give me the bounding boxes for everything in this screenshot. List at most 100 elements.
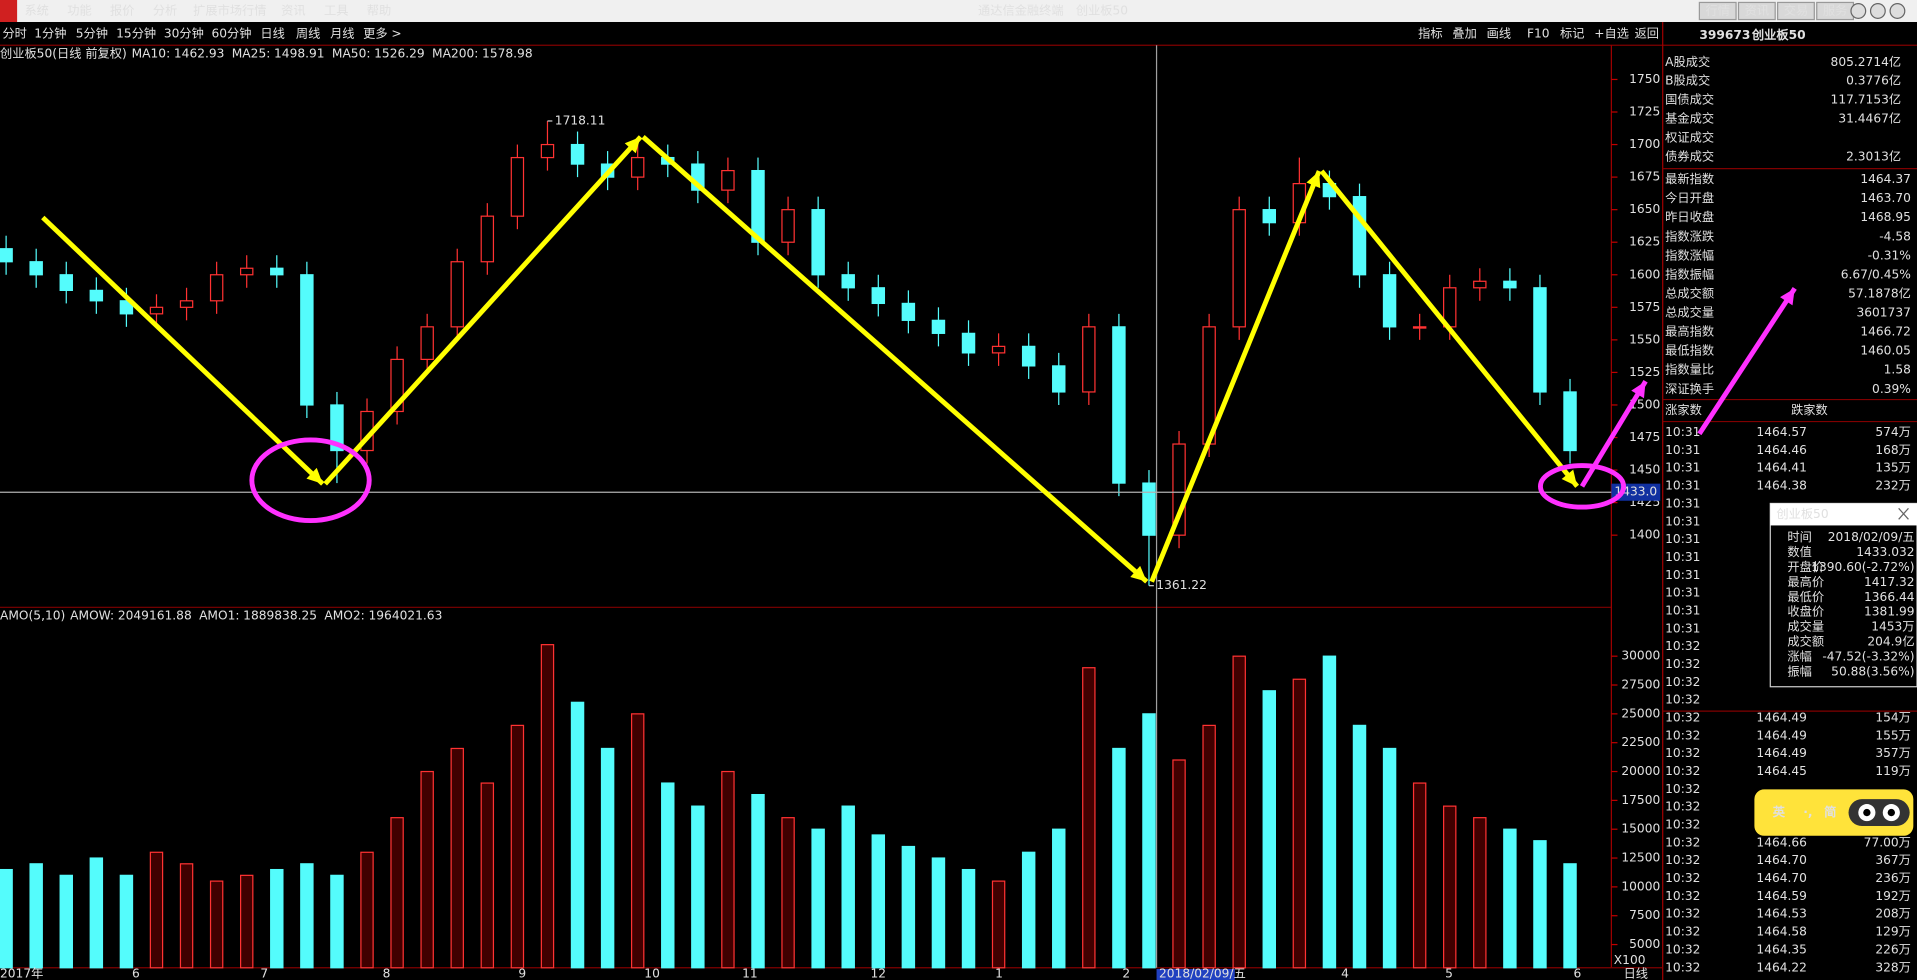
period-tab[interactable]: 日线 (260, 27, 284, 41)
candle-body (931, 319, 946, 334)
period-tab[interactable]: 60分钟 (212, 26, 252, 41)
window-control[interactable] (1850, 3, 1867, 19)
popup-close[interactable] (1898, 507, 1909, 520)
app-symbol: 创业板50 (1076, 3, 1128, 17)
top-button[interactable] (1777, 1, 1815, 21)
y-tick-label: 1725 (1629, 105, 1660, 119)
tick-time: 10:32 (1665, 960, 1700, 974)
x-tick-label: 8 (383, 966, 391, 980)
y-tick-label: 10000 (1621, 879, 1660, 893)
tool-button[interactable]: F10 (1527, 27, 1550, 41)
ime-item[interactable]: ·, (1803, 805, 1812, 819)
arrow-head (1780, 288, 1795, 306)
stat-label: 总成交额 (1665, 286, 1714, 301)
volume-bar (209, 880, 224, 969)
app-title: 通达信金融终端 (978, 2, 1064, 17)
tick-time: 10:31 (1665, 568, 1700, 582)
top-button[interactable] (1737, 1, 1776, 21)
arrow-head (624, 136, 641, 154)
period-tab[interactable]: 分时 (2, 27, 26, 41)
menu-item[interactable]: 分析 (153, 3, 177, 17)
candle-body (450, 261, 464, 328)
volume-bar (1021, 851, 1036, 969)
annotation-arrow (41, 215, 325, 486)
tool-button[interactable]: 叠加 (1452, 27, 1476, 41)
annotation-arrow (323, 135, 643, 486)
volume-bar (330, 874, 344, 969)
y-tick-label: 20000 (1621, 764, 1660, 778)
popup-value: -47.52(-3.32%) (1822, 649, 1914, 663)
volume-bar (89, 857, 104, 969)
tool-button[interactable]: 画线 (1487, 27, 1511, 41)
tick-time: 10:32 (1665, 818, 1700, 832)
tick-time: 10:32 (1665, 889, 1700, 903)
menu-item[interactable]: 工具 (324, 3, 348, 17)
top-button-label[interactable]: 行情 (1705, 3, 1729, 17)
candle-body (1503, 280, 1517, 289)
tool-button[interactable]: +自选 (1594, 27, 1629, 41)
volume-bar (1232, 655, 1246, 969)
stat-value: 6.67/0.45% (1841, 267, 1911, 281)
menu-item[interactable]: 系统 (24, 3, 48, 17)
indicator-name: AMO1: (199, 608, 239, 622)
top-button-label[interactable]: 资讯 (1745, 3, 1769, 17)
tick-volume: 232万 (1875, 479, 1911, 493)
tool-button[interactable]: 指标 (1418, 26, 1442, 41)
period-tab[interactable]: 月线 (330, 27, 354, 41)
stat-label: 最低指数 (1665, 343, 1714, 358)
stat-label: 昨日收盘 (1665, 209, 1714, 224)
quote-value: 805.2714亿 (1831, 54, 1902, 69)
tick-price: 1464.70 (1756, 871, 1807, 885)
tick-volume: 192万 (1875, 889, 1911, 903)
candle-body (480, 215, 495, 263)
tick-time: 10:31 (1665, 514, 1700, 528)
x-tick-label: 12 (870, 966, 886, 980)
period-tab[interactable]: 更多 > (363, 27, 402, 41)
y-tick-label: 1400 (1629, 528, 1660, 542)
tick-volume: 236万 (1875, 871, 1911, 885)
tool-button[interactable]: 返回 (1635, 27, 1659, 41)
arrow-head (1631, 381, 1646, 399)
menu-item[interactable]: 功能 (67, 3, 91, 17)
quote-value: 0.3776亿 (1846, 73, 1901, 88)
top-button-label[interactable]: 服务 (1823, 2, 1847, 17)
annotation-arrow (1149, 170, 1322, 583)
volume-bar (1292, 678, 1307, 969)
window-control[interactable] (1869, 3, 1886, 19)
menu-item[interactable]: 帮助 (367, 3, 391, 17)
period-tab[interactable]: 15分钟 (116, 26, 156, 41)
stat-value: 1468.95 (1860, 210, 1911, 224)
y-tick-label: 27500 (1621, 678, 1660, 692)
window-control[interactable] (1889, 3, 1906, 19)
candle-body (540, 143, 555, 159)
tool-button[interactable]: 标记 (1560, 27, 1584, 41)
period-tab[interactable]: 5分钟 (76, 26, 108, 41)
period-tab[interactable]: 1分钟 (34, 26, 66, 41)
period-tab[interactable]: 30分钟 (164, 26, 204, 41)
tick-time: 10:32 (1665, 675, 1700, 689)
top-button[interactable] (1698, 1, 1737, 21)
ime-item[interactable]: 英 (1772, 804, 1786, 819)
tick-price: 1464.49 (1756, 746, 1807, 760)
top-button-label[interactable]: 交易 (1784, 2, 1808, 17)
tick-time: 10:32 (1665, 639, 1700, 653)
indicator-value: 1526.29 (374, 46, 425, 60)
volume-bar (781, 817, 795, 969)
menu-item[interactable]: 扩展市场行情 (193, 2, 266, 17)
tick-price: 1464.22 (1756, 960, 1807, 974)
volume-bar (360, 851, 374, 969)
menu-item[interactable]: 资讯 (281, 3, 305, 17)
tick-volume: 168万 (1875, 443, 1911, 457)
ime-item[interactable]: 简 (1824, 804, 1836, 819)
volume-bar (1533, 840, 1547, 969)
period-tab[interactable]: 周线 (296, 27, 320, 41)
tick-time: 10:31 (1665, 461, 1700, 475)
candle-body (630, 156, 645, 178)
y-tick-label: 1575 (1629, 300, 1660, 314)
tick-volume: 154万 (1875, 711, 1911, 725)
x-tick-label: 1 (995, 966, 1003, 980)
annotation-arrow (1579, 379, 1648, 488)
popup-label: 成交额 (1787, 634, 1824, 649)
menu-item[interactable]: 报价 (110, 2, 134, 17)
